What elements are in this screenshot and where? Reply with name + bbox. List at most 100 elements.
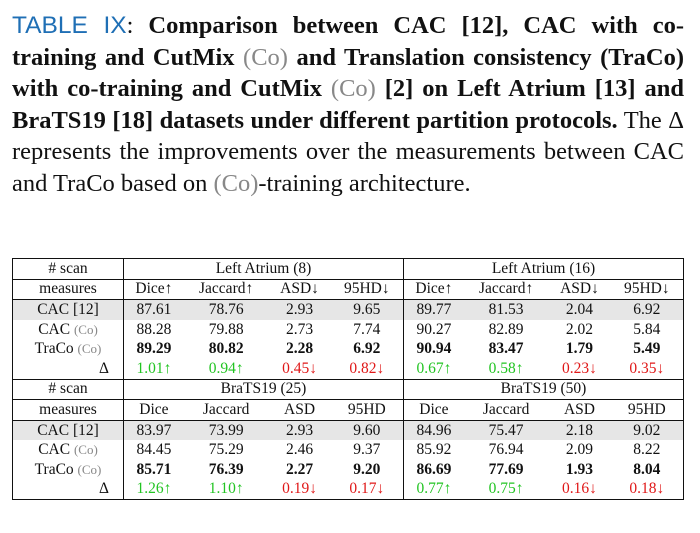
measure-header: ASD [268,399,331,421]
cell: 2.93 [268,420,331,441]
data-row: CAC [12] 87.61 78.76 2.93 9.65 89.77 81.53 2.04… [12,299,684,320]
measure-header: Jaccard [463,399,549,421]
cell: 5.84 [633,320,661,338]
cell: 83.47 [488,340,524,358]
row-label: TraCo (Co) [12,339,124,359]
cell: 85.92 [416,441,452,459]
row-tag: (Co) [77,341,102,357]
caption-text: : [126,12,149,39]
cell: 1.93 [565,460,594,478]
cell: 1.79 [565,340,594,358]
cell: 2.04 [548,299,611,320]
row-name: Δ [99,480,109,498]
row-label: CAC (Co) [12,319,124,340]
measure-header: 95HD↓ [610,279,684,301]
cell: 7.74 [330,319,404,340]
group-header: BraTS19 (50) [403,378,684,401]
measure-header: Jaccard [183,399,269,421]
data-row: CAC [12] 83.97 73.99 2.93 9.60 84.96 75.47 2.18… [12,420,684,441]
row-tag: (Co) [73,321,98,337]
cell: 82.89 [488,320,524,338]
cell: 81.53 [463,299,549,320]
cell: 86.69 [416,460,452,478]
data-row: Δ 1.26↑ 1.10↑ 0.19↓ 0.17↓ 0.77↑ 0.75↑ 0.16↓ 0.18… [12,479,684,500]
row-name: Δ [99,359,109,377]
cell: 80.82 [208,340,244,358]
cell: 1.10↑ [208,480,244,498]
cell: 1.01↑ [136,359,172,377]
row-label: CAC (Co) [12,440,124,460]
header-row: # scan BraTS19 (25) BraTS19 (50) [12,378,684,401]
cell: 9.65 [330,299,404,320]
caption-text: and Translation consistency (TraCo) with… [12,43,684,103]
cell: 2.46 [285,441,314,459]
cell: 0.77↑ [416,480,452,498]
header-row: measures Dice↑ Jaccard↑ ASD↓ 95HD↓ Dice↑ Jacca… [12,279,684,301]
cell: 0.67↑ [416,359,452,377]
measure-header: Dice↑ [123,279,184,301]
data-row: TraCo (Co) 85.71 76.39 2.27 9.20 86.69 77.69 1.… [12,459,684,480]
caption: TABLE IX: Comparison between CAC [12], C… [12,10,684,199]
cell: 76.94 [488,441,524,459]
group-header: Left Atrium (8) [123,258,404,280]
cell: 77.69 [488,460,524,478]
cell: 5.49 [633,340,661,358]
caption-text: [2] on Left Atrium [13] and BraTS19 [18]… [12,75,684,134]
measure-header: ASD [548,399,611,421]
cell: 0.82↓ [330,358,404,380]
row-name: TraCo [34,340,74,358]
cell: 0.45↓ [282,359,317,377]
measure-header: Jaccard↑ [463,279,549,301]
row-tag: (Co) [73,442,98,458]
cell: 9.20 [330,459,404,480]
cell: 89.77 [403,299,464,320]
measure-header: Dice [403,399,464,421]
measure-header: 95HD [330,399,404,421]
row-name: TraCo [34,460,74,478]
cell: 2.28 [285,340,314,358]
cell: 75.29 [208,441,244,459]
cell: 2.73 [285,320,314,338]
cell: 2.18 [548,420,611,441]
row-name: CAC [12] [37,421,99,439]
measure-header: Dice [123,399,184,421]
caption-text: (Co) [243,43,288,71]
group-header: BraTS19 (25) [123,378,404,401]
row-name: CAC [38,441,71,459]
cell: 8.22 [633,441,661,459]
row-label: TraCo (Co) [12,459,124,480]
measure-header: 95HD [610,399,684,421]
row-label: CAC [12] [12,299,124,320]
row-label: CAC [12] [12,420,124,441]
cell: 0.35↓ [629,359,665,377]
cell: 8.04 [633,460,661,478]
row-name: CAC [12] [37,300,99,318]
caption-text: The Δ represents the improvements over t… [12,106,684,197]
cell: 75.47 [463,420,549,441]
cell: 2.93 [268,299,331,320]
cell: 0.58↑ [488,359,524,377]
measure-header: 95HD↓ [330,279,404,301]
cell: 2.27 [285,460,314,478]
cell: 2.02 [565,320,594,338]
cell: 87.61 [123,299,184,320]
header-cell: measures [12,279,124,301]
data-row: CAC (Co) 84.45 75.29 2.46 9.37 85.92 76.94 2.09… [12,440,684,460]
cell: 0.18↓ [629,480,665,498]
cell: 78.76 [183,299,269,320]
measure-header: ASD↓ [268,279,331,301]
header-cell: # scan [12,258,124,280]
cell: 9.60 [330,420,404,441]
data-row: CAC (Co) 88.28 79.88 2.73 7.74 90.27 82.89 2.02… [12,319,684,340]
row-label: Δ [12,479,124,500]
cell: 73.99 [183,420,269,441]
cell: 90.94 [416,340,452,358]
measure-header: Jaccard↑ [183,279,269,301]
cell: 89.29 [136,340,172,358]
data-row: TraCo (Co) 89.29 80.82 2.28 6.92 90.94 83.47 1.… [12,339,684,359]
group-header: Left Atrium (16) [403,258,684,280]
cell: 2.09 [565,441,594,459]
cell: 84.45 [136,441,172,459]
cell: 90.27 [416,320,452,338]
row-label: Δ [12,358,124,380]
